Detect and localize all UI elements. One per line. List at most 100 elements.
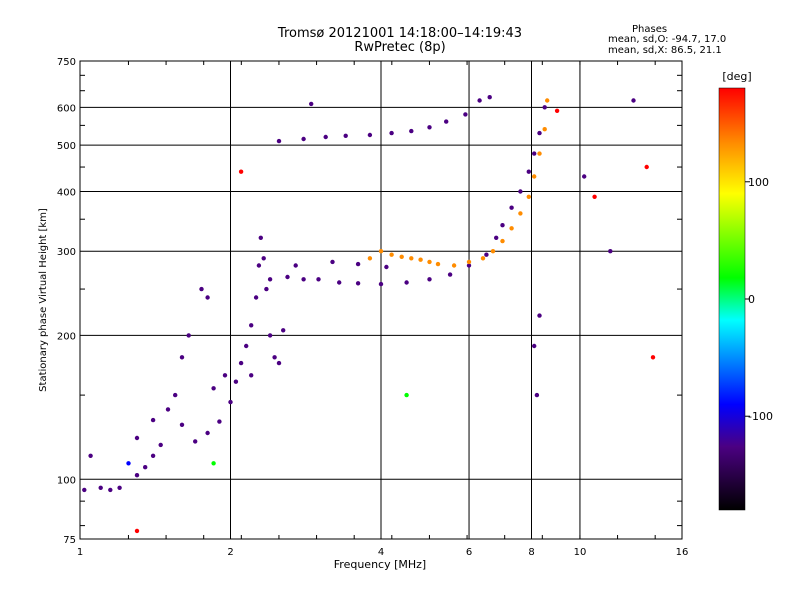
data-point-3-15 bbox=[526, 194, 531, 199]
data-point-2-8 bbox=[427, 277, 432, 282]
data-point-5-7 bbox=[537, 313, 542, 318]
data-point-2-0 bbox=[267, 277, 273, 282]
data-point-5-4 bbox=[238, 169, 244, 174]
data-point-4-11 bbox=[487, 95, 492, 100]
data-point-2-23 bbox=[384, 264, 389, 270]
data-point-0-20 bbox=[199, 286, 204, 292]
data-point-2-7 bbox=[404, 280, 409, 285]
colorbar-tick-label: 100 bbox=[748, 176, 769, 189]
data-point-0-1 bbox=[88, 453, 93, 458]
data-point-3-0 bbox=[367, 256, 373, 261]
data-point-2-18 bbox=[537, 130, 542, 136]
x-tick-label: 16 bbox=[676, 547, 689, 558]
data-point-0-3 bbox=[108, 487, 113, 493]
stats-line-o: mean, sd,O: -94.7, 17.0 bbox=[608, 34, 726, 45]
data-point-0-22 bbox=[211, 386, 216, 391]
data-point-4-6 bbox=[409, 128, 414, 134]
data-point-5-2 bbox=[211, 461, 216, 466]
data-point-2-19 bbox=[542, 105, 547, 110]
data-point-0-16 bbox=[179, 422, 185, 427]
chart-subtitle: RwPretec (8p) bbox=[354, 40, 446, 55]
data-point-3-19 bbox=[545, 98, 550, 103]
chart-title: Tromsø 20121001 14:18:00–14:19:43 bbox=[277, 26, 523, 41]
data-point-3-14 bbox=[518, 211, 523, 216]
data-point-3-13 bbox=[509, 226, 514, 231]
y-axis-label: Stationary phase Virtual Height [km] bbox=[38, 208, 49, 392]
y-tick-label: 75 bbox=[63, 535, 76, 546]
data-point-5-10 bbox=[631, 98, 636, 103]
data-point-2-20 bbox=[293, 263, 298, 268]
colorbar bbox=[718, 87, 746, 511]
plot-frame bbox=[79, 60, 683, 540]
data-point-0-10 bbox=[134, 435, 140, 441]
y-tick-label: 300 bbox=[57, 247, 76, 258]
x-tick-label: 2 bbox=[227, 547, 233, 558]
data-point-3-18 bbox=[542, 127, 547, 132]
data-point-3-12 bbox=[500, 238, 505, 244]
data-point-2-3 bbox=[316, 277, 321, 282]
data-point-5-12 bbox=[650, 355, 656, 360]
data-point-5-13 bbox=[592, 194, 597, 199]
stats-line-o-label: mean, sd,O: bbox=[608, 34, 669, 45]
data-point-2-11 bbox=[484, 252, 489, 257]
x-tick-label: 1 bbox=[77, 547, 83, 558]
data-point-5-9 bbox=[608, 249, 613, 254]
data-point-4-7 bbox=[427, 125, 432, 130]
data-point-0-6 bbox=[134, 473, 140, 478]
data-point-4-5 bbox=[389, 130, 394, 136]
data-point-2-22 bbox=[355, 261, 361, 267]
data-point-0-12 bbox=[165, 407, 171, 412]
data-point-0-5 bbox=[126, 461, 131, 466]
data-point-3-4 bbox=[409, 256, 414, 261]
y-tick-label: 400 bbox=[57, 187, 76, 198]
data-point-3-2 bbox=[389, 252, 394, 257]
data-point-3-8 bbox=[451, 263, 457, 268]
data-point-0-23 bbox=[222, 373, 228, 378]
x-axis-label: Frequency [MHz] bbox=[334, 558, 426, 571]
data-point-2-15 bbox=[518, 189, 523, 194]
data-point-0-17 bbox=[193, 439, 198, 444]
stats-line-x-label: mean, sd,X: bbox=[608, 45, 668, 56]
data-point-5-8 bbox=[582, 174, 587, 179]
data-point-3-9 bbox=[466, 259, 472, 265]
colorbar-label: [deg] bbox=[722, 70, 751, 83]
data-point-1-8 bbox=[261, 256, 266, 261]
data-point-1-10 bbox=[267, 333, 273, 338]
data-point-0-21 bbox=[205, 295, 210, 300]
data-point-1-14 bbox=[249, 373, 254, 378]
data-point-2-1 bbox=[285, 274, 290, 280]
y-tick-label: 200 bbox=[57, 331, 76, 342]
data-point-5-5 bbox=[532, 343, 537, 349]
data-point-2-13 bbox=[500, 223, 505, 228]
data-point-5-11 bbox=[644, 164, 649, 170]
data-point-3-6 bbox=[427, 259, 432, 265]
data-point-0-18 bbox=[205, 430, 210, 436]
data-point-2-17 bbox=[532, 151, 537, 156]
data-point-5-6 bbox=[534, 392, 540, 398]
data-point-5-3 bbox=[404, 392, 409, 398]
data-point-0-2 bbox=[98, 485, 103, 490]
data-point-3-7 bbox=[435, 261, 441, 267]
data-point-0-19 bbox=[217, 419, 222, 424]
data-point-4-4 bbox=[367, 132, 373, 138]
data-point-1-13 bbox=[281, 328, 286, 333]
data-point-1-6 bbox=[256, 263, 262, 268]
y-tick-label: 600 bbox=[57, 103, 76, 114]
data-point-0-11 bbox=[150, 417, 156, 423]
data-point-2-10 bbox=[466, 263, 472, 268]
colorbar-tick-label: -100 bbox=[748, 410, 773, 423]
data-point-2-4 bbox=[337, 280, 342, 285]
data-point-1-3 bbox=[244, 343, 249, 349]
data-point-2-9 bbox=[447, 272, 453, 277]
data-point-0-9 bbox=[158, 442, 163, 448]
data-point-4-9 bbox=[463, 112, 468, 117]
x-tick-label: 8 bbox=[528, 547, 534, 558]
data-point-1-11 bbox=[272, 355, 277, 360]
data-point-3-1 bbox=[378, 249, 384, 254]
data-point-1-1 bbox=[233, 379, 239, 384]
data-point-3-17 bbox=[537, 151, 542, 156]
data-point-3-16 bbox=[532, 174, 537, 179]
data-point-1-0 bbox=[228, 399, 233, 405]
data-point-1-12 bbox=[276, 360, 282, 366]
data-point-3-3 bbox=[399, 254, 404, 259]
